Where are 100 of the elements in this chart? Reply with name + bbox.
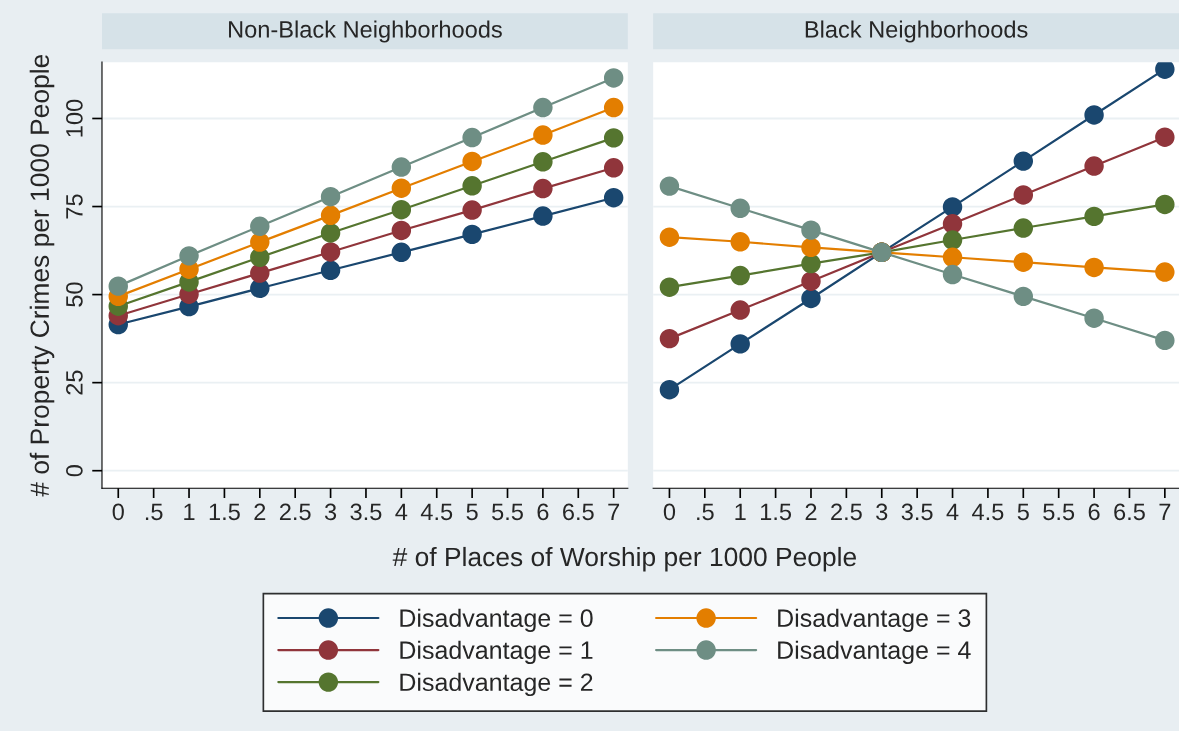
point <box>462 127 482 148</box>
point <box>730 334 750 354</box>
x-tick-label: 5.5 <box>492 503 523 521</box>
point <box>320 223 341 243</box>
y-tick-label: 25 <box>66 370 83 395</box>
point <box>1084 156 1104 176</box>
x-tick-label: 3 <box>876 503 888 521</box>
x-tick-label: 6 <box>537 503 549 521</box>
x-tick-label: 4 <box>946 503 959 520</box>
legend-label: Disadvantage = 3 <box>778 608 971 632</box>
y-axis-title: # of Property Crimes per 1000 People <box>29 54 55 497</box>
point <box>659 176 680 196</box>
point <box>603 68 624 88</box>
x-tick-label: 4.5 <box>972 503 1004 521</box>
point <box>391 157 412 177</box>
point <box>659 277 680 297</box>
x-tick-label: 5.5 <box>1043 503 1075 521</box>
point <box>320 260 341 281</box>
point <box>533 152 553 172</box>
x-tick-label: 1.5 <box>760 503 792 521</box>
point <box>462 151 482 172</box>
legend-label: Disadvantage = 4 <box>778 640 971 664</box>
x-tick-label: 3.5 <box>901 503 933 521</box>
chart-title: Non-Black Neighborhoods <box>229 20 502 43</box>
point <box>801 271 821 291</box>
x-tick-label: 4.5 <box>420 503 453 521</box>
point <box>108 276 128 296</box>
x-tick-label: 7 <box>608 503 620 520</box>
x-tick-label: 6 <box>1088 503 1100 521</box>
point <box>1013 218 1034 238</box>
point <box>603 128 624 148</box>
x-axis-title: # of Places of Worship per 1000 People <box>392 546 856 572</box>
y-tick-label: 50 <box>66 282 83 307</box>
point <box>1013 286 1034 307</box>
x-tick-label: 0 <box>112 503 124 521</box>
point <box>1013 185 1034 205</box>
point <box>942 264 963 285</box>
point <box>659 379 680 400</box>
x-tick-label: 6.5 <box>563 503 594 521</box>
point <box>1155 330 1175 351</box>
x-tick-label: 2.5 <box>831 503 862 521</box>
x-tick-label: 2 <box>805 503 817 520</box>
x-tick-label: 5 <box>1017 503 1029 521</box>
x-tick-label: 2.5 <box>279 503 311 521</box>
point <box>1155 262 1175 282</box>
x-tick-label: 5 <box>466 503 478 521</box>
legend-label: Disadvantage = 2 <box>400 672 593 697</box>
point <box>603 158 624 178</box>
point <box>320 242 341 262</box>
point <box>462 176 482 196</box>
x-tick-label: 3 <box>324 503 337 521</box>
x-tick-label: 6.5 <box>1114 503 1145 521</box>
point <box>391 199 412 220</box>
point <box>801 220 821 240</box>
point <box>659 227 680 247</box>
point <box>391 220 412 241</box>
y-tick-label: 75 <box>66 194 83 219</box>
point <box>320 205 341 226</box>
point <box>801 288 821 309</box>
x-tick-label: 2 <box>254 503 266 520</box>
point <box>942 214 963 234</box>
point <box>603 97 624 118</box>
point <box>1084 105 1104 125</box>
point <box>391 242 412 263</box>
point <box>1013 252 1034 272</box>
point <box>1155 194 1175 215</box>
point <box>1155 127 1175 147</box>
point <box>801 237 821 258</box>
point <box>462 200 482 220</box>
x-tick-label: 1.5 <box>209 503 240 521</box>
point <box>533 125 553 145</box>
point <box>533 178 553 199</box>
point <box>1013 151 1034 171</box>
y-tick-label: 0 <box>66 465 83 477</box>
point <box>179 246 199 266</box>
point <box>730 300 750 320</box>
point <box>730 232 750 252</box>
point <box>533 206 553 226</box>
x-tick-label: 1 <box>735 503 746 520</box>
y-tick-label: 100 <box>66 99 83 137</box>
point <box>1084 257 1104 278</box>
point <box>462 224 482 245</box>
point <box>1084 206 1104 227</box>
legend-label: Disadvantage = 1 <box>400 640 593 664</box>
chart-title: Black Neighborhoods <box>805 20 1028 43</box>
point <box>603 188 624 208</box>
x-tick-label: 3.5 <box>350 503 382 521</box>
point <box>391 178 412 198</box>
point <box>1084 308 1104 328</box>
x-tick-label: 4 <box>395 503 408 520</box>
x-tick-label: 0 <box>663 503 676 521</box>
point <box>942 197 963 217</box>
point <box>942 247 963 267</box>
point <box>730 265 750 286</box>
point <box>801 253 821 274</box>
x-tick-label: 7 <box>1159 503 1171 520</box>
point <box>942 230 963 250</box>
point <box>730 198 750 219</box>
legend-label: Disadvantage = 0 <box>400 608 593 632</box>
x-tick-label: .5 <box>697 503 714 521</box>
